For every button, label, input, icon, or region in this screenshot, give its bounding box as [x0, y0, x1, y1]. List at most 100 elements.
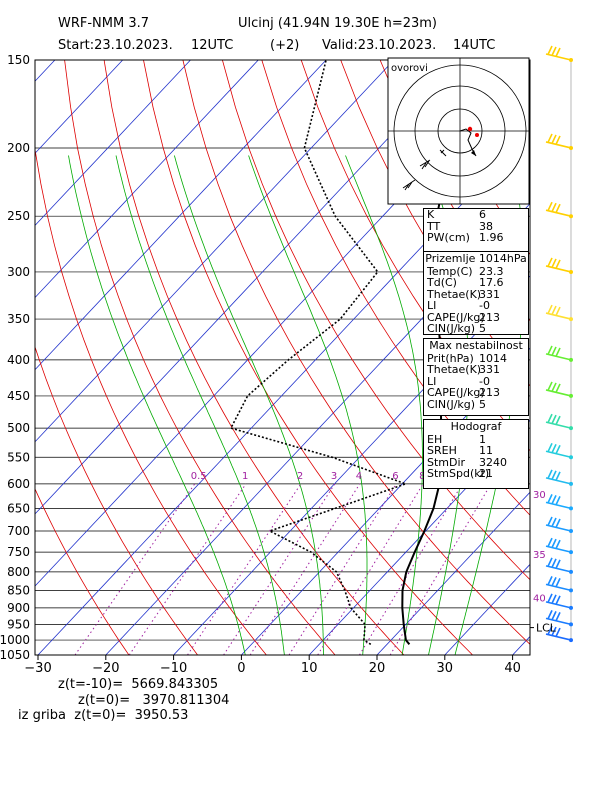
wind-barb [545, 304, 573, 322]
isotherm [173, 275, 530, 655]
dry-adiabat [35, 147, 267, 655]
isotherm [35, 60, 327, 371]
mixing-ratio-line [74, 483, 196, 655]
panel-row: CIN(J/kg) 5 [424, 323, 528, 335]
moist-adiabat [345, 155, 423, 655]
panel-value: -0 [479, 299, 490, 312]
dry-adiabat [300, 60, 530, 452]
pressure-tick-label: 850 [7, 583, 30, 597]
moist-adiabat [174, 155, 324, 655]
wind-speed-label: 30 [533, 490, 546, 501]
hodograph-barb-marker [439, 149, 447, 157]
station-title: Ulcinj (41.94N 19.30E h=23m) [238, 16, 437, 31]
panel-key: StmSpd(kt) [427, 467, 490, 480]
run-start-time: 12UTC [191, 38, 233, 53]
panel-value: 331 [479, 363, 500, 376]
wind-barb [545, 442, 573, 460]
temperature-tick-label: −20 [92, 661, 119, 676]
temperature-tick-label: 30 [437, 661, 454, 676]
dewpoint-profile [229, 60, 408, 645]
model-title: WRF-NMM 3.7 [58, 16, 149, 31]
moist-adiabat [68, 155, 246, 655]
dry-adiabat [577, 60, 600, 655]
panel-row: StmDir 3240 [424, 455, 528, 469]
dry-adiabat [103, 60, 405, 655]
mixing-ratio-line [128, 483, 247, 655]
wind-barb [545, 576, 573, 593]
panel-key: Temp(C) [427, 264, 473, 278]
panel-row: Thetae(K) 331 [424, 364, 528, 376]
pressure-tick-label: 650 [7, 501, 30, 515]
isotherm [376, 491, 530, 655]
wind-barb [545, 516, 573, 534]
panel-row: CAPE(J/kg) 213 [424, 387, 528, 399]
panel-key: LI [427, 374, 437, 388]
surface-panel-title: Prizemlje 1014hPa [425, 252, 527, 265]
mixing-ratio-label: 0.5 [191, 471, 207, 482]
panel-value: 331 [479, 287, 500, 301]
pressure-tick-label: 700 [7, 524, 30, 538]
panel-value: 213 [479, 310, 500, 324]
panel-row: StmSpd(kt) 21 [424, 468, 528, 480]
valid-date: Valid:23.10.2023. [322, 38, 436, 53]
panel-value: 1014 [479, 351, 507, 365]
hodograph-barb-marker [402, 179, 416, 191]
mixing-ratio-labels: 0.5 1 2 3 4 6 8 [191, 471, 426, 482]
pressure-tick-label: 950 [7, 617, 30, 631]
wind-barb [545, 469, 573, 486]
panel-value: 21 [479, 467, 493, 480]
pressure-tick-label: 1050 [0, 648, 30, 662]
hodograph-arrow [471, 150, 476, 156]
isotherm [35, 60, 395, 443]
panel-value: 6 [479, 208, 486, 221]
panel-key: Thetae(K) [427, 363, 482, 376]
run-start: Start:23.10.2023. [58, 38, 173, 53]
isotherm [35, 60, 462, 515]
mixing-ratio-line [249, 483, 361, 655]
wind-speed-label: 35 [533, 550, 546, 561]
panel-value: 1.96 [479, 231, 504, 244]
pressure-tick-label: 250 [7, 209, 30, 223]
wind-barb [545, 45, 573, 62]
wind-barb [545, 133, 573, 150]
panel-key: PW(cm) [427, 231, 470, 244]
dry-adiabat [143, 60, 473, 655]
panel-key: SREH [427, 444, 457, 457]
wind-barb [545, 257, 573, 274]
panel-key: CAPE(J/kg) [427, 386, 485, 399]
hodograph-inset: ovorovi [387, 57, 530, 205]
valid-time: 14UTC [453, 38, 495, 53]
pressure-tick-label: 500 [7, 421, 30, 435]
panel-value: 23.3 [479, 264, 504, 278]
mixing-ratio-line [187, 483, 302, 655]
wind-barb [545, 381, 573, 398]
panel-row: LI -0 [424, 374, 528, 388]
panel-key: TT [427, 219, 441, 233]
wind-speed-label: 40 [533, 593, 546, 604]
panel-key: CAPE(J/kg) [427, 310, 485, 324]
hodograph-storm-point [467, 126, 473, 132]
mixing-ratio-label: 4 [356, 471, 362, 482]
mixing-ratio-label: 1 [242, 471, 248, 482]
pressure-tick-label: 150 [7, 53, 30, 67]
moist-adiabat [115, 155, 285, 655]
wind-barb [545, 537, 573, 555]
panel-key: StmDir [427, 455, 466, 469]
panel-row: Thetae(K) 331 [424, 287, 528, 301]
indices-panel: K 6 TT 38 PW(cm) 1.96 [423, 208, 529, 252]
mixing-ratio-line [389, 483, 492, 655]
panel-row: Temp(C) 23.3 [424, 264, 528, 278]
isotherm [35, 60, 259, 299]
panel-row: CIN(J/kg) 5 [424, 398, 528, 411]
panel-row: Td(C) 17.6 [424, 277, 528, 289]
panel-row: LI -0 [424, 300, 528, 312]
dry-adiabat [35, 345, 198, 655]
panel-row: TT 38 [424, 219, 528, 233]
panel-value: 3240 [479, 455, 507, 469]
pressure-tick-label: 300 [7, 265, 30, 279]
panel-row: EH 1 [424, 433, 528, 446]
panel-value: 11 [479, 444, 493, 457]
hodograph-barb-marker [419, 159, 431, 170]
